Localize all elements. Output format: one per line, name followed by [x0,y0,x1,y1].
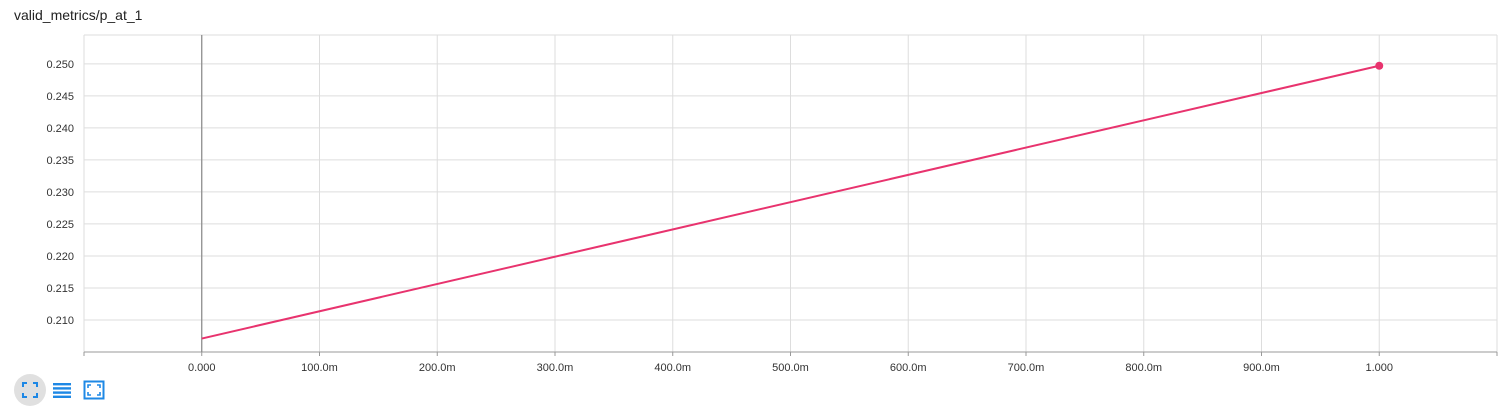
x-tick-label: 200.0m [419,362,456,372]
series-last-point [1375,61,1384,70]
y-tick-label: 0.210 [46,315,74,327]
y-tick-label: 0.215 [46,283,74,295]
y-tick-label: 0.245 [46,91,74,103]
toggle-log-scale-icon [53,383,71,398]
x-tick-label: 900.0m [1243,362,1280,372]
y-tick-label: 0.250 [46,59,74,71]
fit-domain-button[interactable] [14,374,46,406]
x-tick-label: 100.0m [301,362,338,372]
y-tick-label: 0.230 [46,187,74,199]
x-tick-label: 800.0m [1125,362,1162,372]
x-tick-label: 1.000 [1365,362,1393,372]
chart-toolbar [14,374,110,406]
toggle-log-scale-button[interactable] [46,374,78,406]
x-tick-label: 700.0m [1008,362,1045,372]
line-chart[interactable]: 0.000 100.0m 200.0m 300.0m 400.0m 500.0m 600.0… [0,0,1502,372]
chart-title: valid_metrics/p_at_1 [14,7,143,23]
x-tick-label: 600.0m [890,362,927,372]
y-tick-label: 0.220 [46,251,74,263]
x-tick-label: 300.0m [537,362,574,372]
fit-domain-icon [22,382,38,398]
x-tick-label: 400.0m [654,362,691,372]
expand-chart-icon [83,380,105,400]
y-tick-label: 0.240 [46,123,74,135]
y-tick-label: 0.235 [46,155,74,167]
x-tick-label: 0.000 [188,362,216,372]
series-line [201,64,1380,340]
y-tick-label: 0.225 [46,219,74,231]
expand-chart-button[interactable] [78,374,110,406]
x-tick-label: 500.0m [772,362,809,372]
